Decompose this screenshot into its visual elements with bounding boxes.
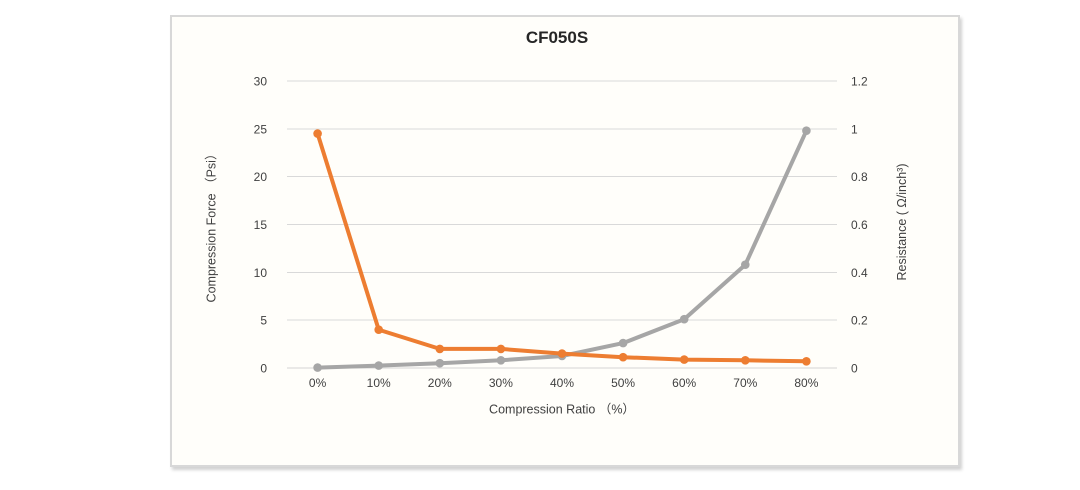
right-axis-tick-label: 0 bbox=[851, 362, 858, 376]
series-compression-force-marker bbox=[679, 314, 689, 324]
left-axis-tick-label: 30 bbox=[254, 75, 268, 89]
series-resistance-marker bbox=[435, 344, 445, 354]
series-resistance-marker bbox=[496, 344, 506, 354]
series-resistance-marker bbox=[374, 325, 383, 335]
series-compression-force-marker bbox=[374, 361, 383, 370]
x-axis-tick-label: 80% bbox=[794, 376, 818, 390]
series-compression-force-marker bbox=[496, 356, 506, 365]
series-compression-force-marker bbox=[313, 363, 322, 372]
series-resistance-marker bbox=[679, 355, 689, 364]
series-resistance-marker bbox=[741, 356, 750, 365]
right-axis-tick-label: 0.4 bbox=[851, 266, 868, 280]
right-axis-tick-label: 1 bbox=[851, 122, 858, 136]
right-axis-tick-label: 0.6 bbox=[851, 218, 868, 232]
chart-panel: 0 5 10 15 20 25 30 0 0.2 0.4 0.6 0.8 1 1.2 0% 10% 20% 30%… bbox=[170, 15, 960, 467]
x-axis-tick-label: 20% bbox=[428, 376, 452, 390]
x-axis-title: Compression Ratio （%） bbox=[489, 402, 635, 417]
x-axis-tick-label: 10% bbox=[367, 376, 391, 390]
x-axis-tick-label: 50% bbox=[611, 376, 635, 390]
left-axis-tick-label: 15 bbox=[254, 218, 268, 232]
series-compression-force-marker bbox=[435, 358, 445, 368]
left-axis-tick-label: 5 bbox=[260, 314, 267, 328]
series-compression-force-marker bbox=[741, 260, 750, 269]
right-axis-tick-label: 0.2 bbox=[851, 314, 868, 328]
right-axis-tick-label: 0.8 bbox=[851, 170, 868, 184]
series-resistance-marker bbox=[618, 352, 628, 362]
left-axis-tick-label: 25 bbox=[254, 122, 268, 136]
left-axis-tick-label: 10 bbox=[254, 266, 268, 280]
series-compression-force-marker bbox=[618, 338, 628, 348]
left-axis-tick-label: 20 bbox=[254, 170, 268, 184]
line-chart: 0 5 10 15 20 25 30 0 0.2 0.4 0.6 0.8 1 1.2 0% 10% 20% 30%… bbox=[254, 75, 868, 391]
chart-title: CF050S bbox=[525, 28, 589, 47]
x-axis-tick-label: 60% bbox=[672, 376, 696, 390]
x-axis-tick-label: 0% bbox=[309, 376, 327, 390]
x-axis-tick-label: 40% bbox=[550, 376, 574, 390]
left-axis-tick-label: 0 bbox=[260, 362, 267, 376]
x-axis-tick-label: 70% bbox=[733, 376, 757, 390]
series-resistance-marker bbox=[557, 349, 567, 358]
series-resistance-marker bbox=[802, 357, 811, 366]
left-axis-title: Compression Force （Psi） bbox=[204, 147, 219, 303]
x-axis-tick-label: 30% bbox=[489, 376, 513, 390]
right-axis-tick-label: 1.2 bbox=[851, 75, 868, 89]
series-compression-force-marker bbox=[802, 126, 811, 135]
right-axis-title: Resistance ( Ω/inch³) bbox=[895, 163, 909, 281]
series-resistance-marker bbox=[313, 129, 322, 138]
series-resistance-line bbox=[315, 131, 809, 364]
